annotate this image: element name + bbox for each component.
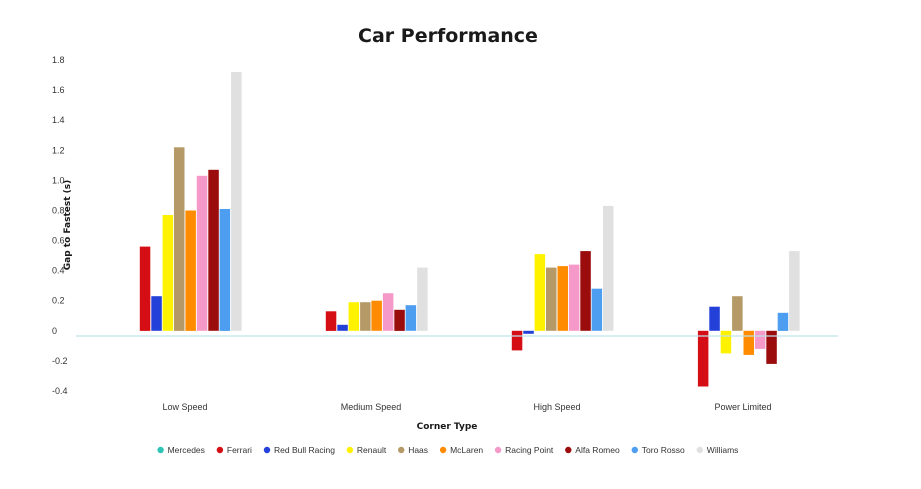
legend-swatch — [216, 446, 224, 454]
legend-swatch — [398, 446, 405, 454]
legend-label: Haas — [408, 445, 428, 455]
legend-label: Mercedes — [168, 445, 205, 455]
legend-swatch — [346, 446, 354, 454]
legend-swatch — [696, 446, 703, 454]
bar-ferrari-low-speed — [139, 246, 151, 331]
legend-swatch — [263, 446, 271, 454]
bar-alfa-romeo-power-limited — [766, 330, 777, 364]
legend-item[interactable]: Renault — [346, 445, 387, 455]
legend-item[interactable]: Mercedes — [157, 445, 205, 455]
bar-mclaren-low-speed — [185, 210, 196, 331]
category-label: Low Speed — [162, 402, 207, 412]
legend-swatch — [631, 446, 638, 454]
legend-item[interactable]: Red Bull Racing — [263, 445, 335, 455]
bar-racing-point-power-limited — [754, 330, 766, 349]
legend-item[interactable]: Alfa Romeo — [565, 445, 620, 455]
bar-mclaren-high-speed — [557, 266, 568, 331]
bar-renault-power-limited — [720, 330, 732, 354]
y-axis-ticks: 1.8 1.6 1.4 1.2 1.0 0.8 0.6 0.4 0.2 0 -0.2 -0.4 — [52, 55, 68, 396]
y-tick-label: 1.8 — [52, 55, 65, 65]
bar-red-bull-racing-power-limited — [709, 306, 720, 331]
y-tick-label: 0.8 — [52, 205, 65, 215]
category-label: Power Limited — [714, 402, 771, 412]
bar-alfa-romeo-medium-speed — [394, 309, 405, 331]
legend-label: McLaren — [450, 445, 483, 455]
y-tick-label: 1.2 — [52, 145, 65, 155]
bar-williams-low-speed — [231, 72, 242, 331]
bar-red-bull-racing-medium-speed — [337, 324, 348, 331]
legend-label: Renault — [357, 445, 387, 455]
bar-haas-power-limited — [732, 296, 743, 331]
bar-renault-high-speed — [534, 254, 546, 331]
bar-mclaren-medium-speed — [371, 300, 382, 331]
legend-item[interactable]: Toro Rosso — [631, 445, 685, 455]
y-tick-label: 1.4 — [52, 115, 65, 125]
bar-alfa-romeo-low-speed — [208, 169, 219, 331]
y-tick-label: 0.2 — [52, 296, 65, 306]
bar-ferrari-medium-speed — [325, 311, 337, 331]
bar-toro-rosso-medium-speed — [405, 305, 417, 331]
legend-label: Racing Point — [505, 445, 554, 455]
y-tick-label: -0.2 — [52, 356, 68, 366]
bar-williams-medium-speed — [417, 267, 428, 331]
y-tick-label: 0 — [52, 326, 57, 336]
bar-mclaren-power-limited — [743, 330, 754, 355]
legend-swatch — [439, 446, 447, 454]
legend-label: Williams — [707, 445, 739, 455]
bar-haas-high-speed — [546, 267, 557, 331]
legend-swatch — [157, 446, 164, 454]
bar-racing-point-low-speed — [196, 175, 208, 331]
legend-item[interactable]: McLaren — [439, 445, 484, 455]
legend-item[interactable]: Ferrari — [216, 445, 252, 455]
bar-toro-rosso-high-speed — [591, 288, 603, 331]
y-tick-label: 1.0 — [52, 175, 65, 185]
bar-racing-point-high-speed — [568, 264, 580, 331]
bar-haas-medium-speed — [360, 302, 371, 331]
y-tick-label: 1.6 — [52, 85, 65, 95]
legend-item[interactable]: Haas — [398, 445, 428, 455]
category-label: High Speed — [533, 402, 580, 412]
legend-label: Ferrari — [227, 445, 252, 455]
bar-williams-power-limited — [789, 251, 800, 331]
bar-williams-high-speed — [603, 205, 614, 331]
bar-red-bull-racing-high-speed — [523, 330, 534, 334]
y-tick-label: -0.4 — [52, 386, 68, 396]
bar-haas-low-speed — [174, 147, 185, 331]
bars-group — [139, 72, 800, 387]
y-tick-label: 0.6 — [52, 236, 65, 246]
bar-renault-low-speed — [162, 215, 174, 331]
bar-toro-rosso-power-limited — [777, 312, 789, 331]
bar-red-bull-racing-low-speed — [151, 296, 162, 331]
x-axis-title: Corner Type — [417, 422, 478, 432]
bar-racing-point-medium-speed — [382, 293, 394, 331]
bar-alfa-romeo-high-speed — [580, 251, 591, 331]
legend-swatch — [494, 446, 502, 454]
bar-toro-rosso-low-speed — [219, 209, 231, 331]
y-tick-label: 0.4 — [52, 266, 65, 276]
legend-item[interactable]: Racing Point — [494, 445, 554, 455]
bar-renault-medium-speed — [348, 302, 360, 331]
legend-label: Red Bull Racing — [274, 445, 335, 455]
bar-ferrari-power-limited — [697, 330, 709, 387]
category-label: Medium Speed — [341, 402, 402, 412]
legend-swatch — [565, 446, 572, 454]
y-axis-title: Gap to Fastest (s) — [63, 180, 73, 271]
bar-ferrari-high-speed — [511, 330, 523, 351]
chart-title: Car Performance — [358, 25, 538, 47]
category-labels: Low Speed Medium Speed High Speed Power Lim… — [162, 402, 771, 412]
legend-label: Toro Rosso — [642, 445, 685, 455]
legend-label: Alfa Romeo — [575, 445, 620, 455]
legend-item[interactable]: Williams — [696, 445, 739, 455]
legend: Mercedes Ferrari Red Bull Racing Renault Haa… — [157, 445, 738, 455]
